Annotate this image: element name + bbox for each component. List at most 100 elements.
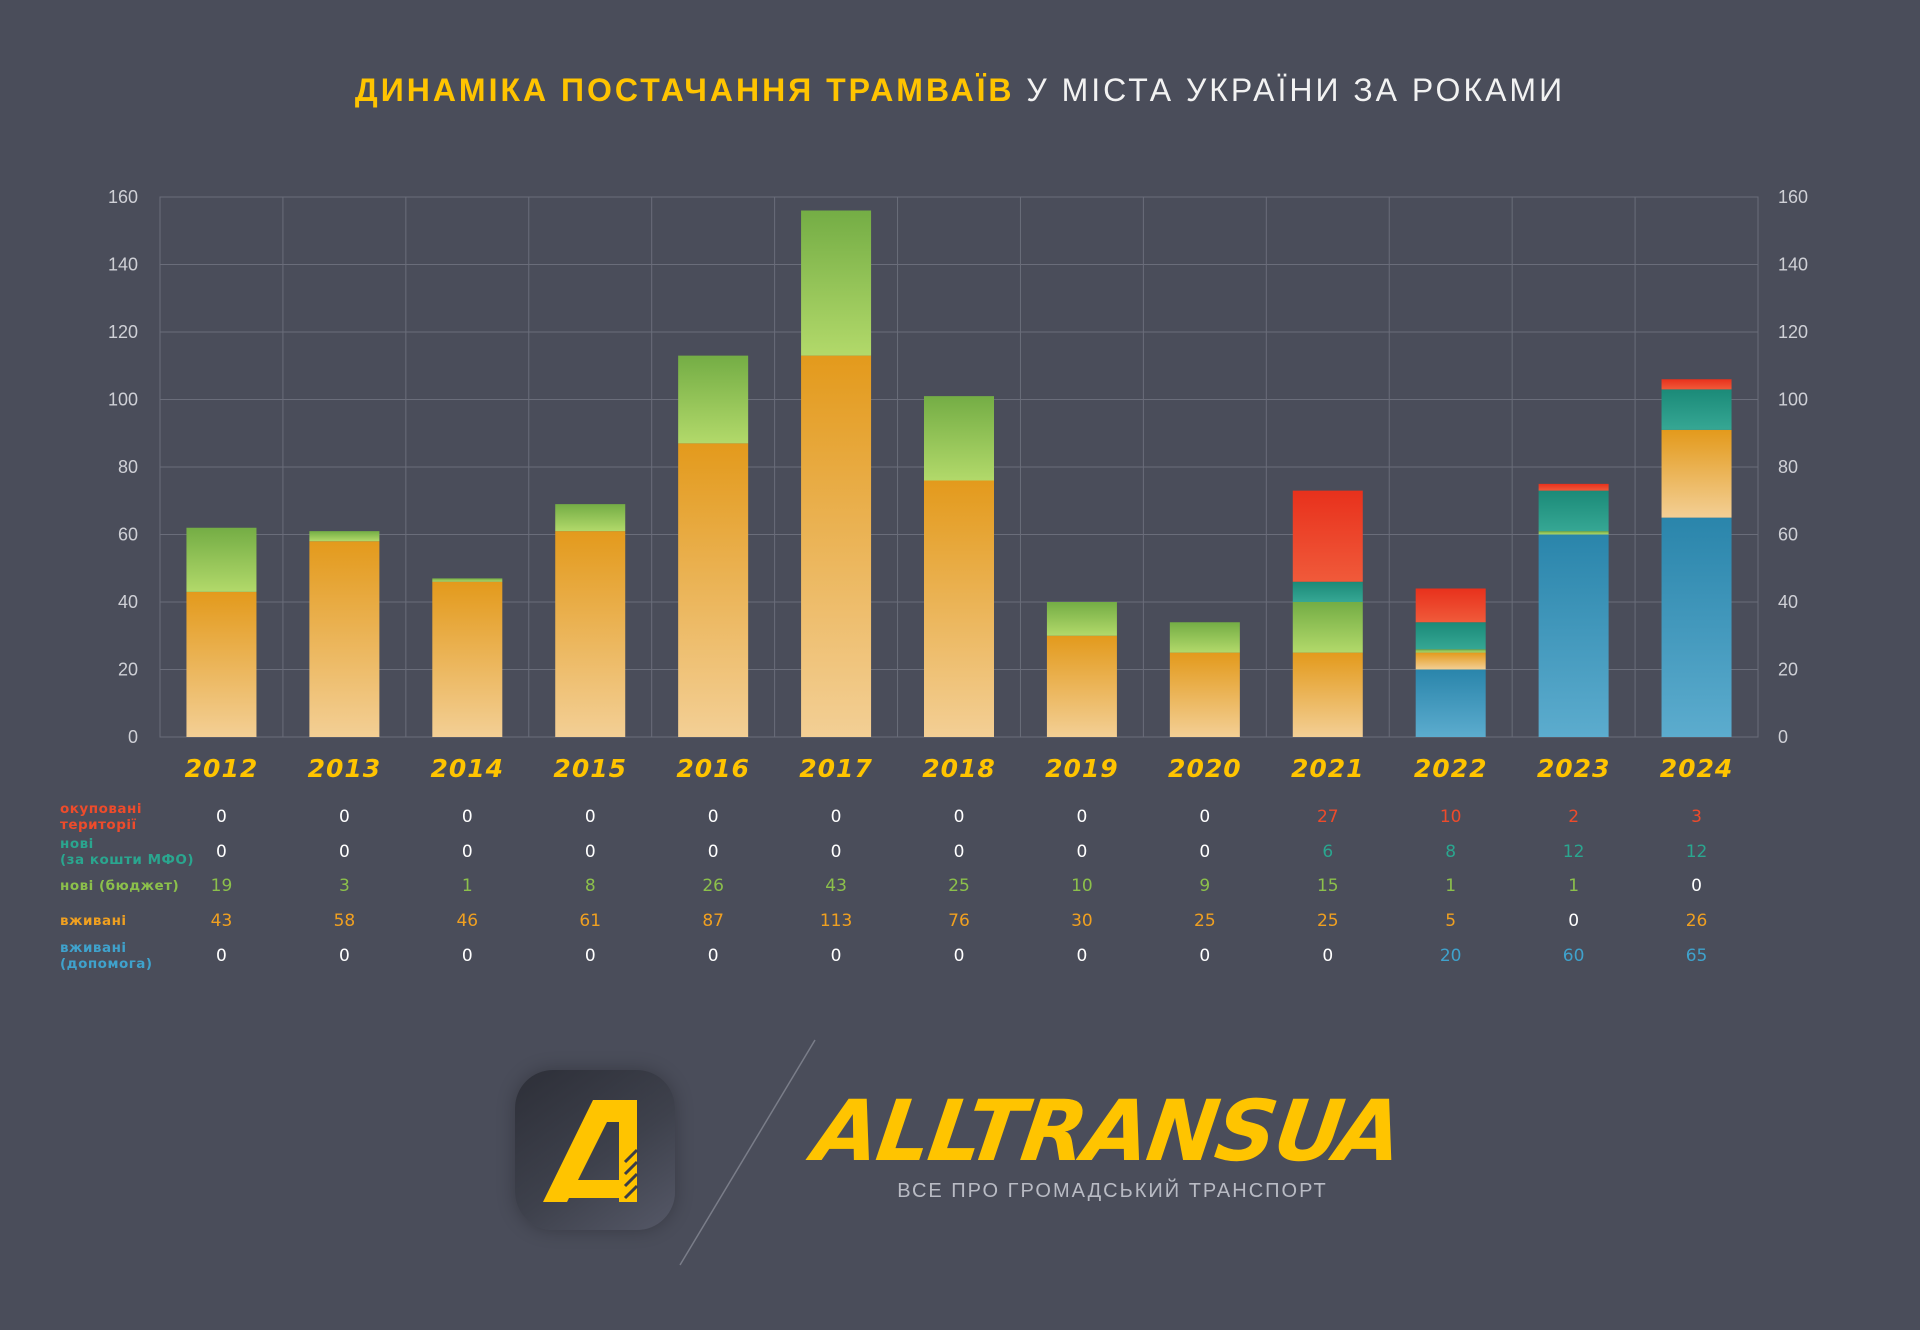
bar-occupied-2024 xyxy=(1661,379,1732,390)
y-tick-label-left: 80 xyxy=(118,457,138,477)
x-tick-label-2023: 2023 xyxy=(1537,754,1611,783)
bar-used-2013 xyxy=(309,541,380,737)
chart-title-highlight: ДИНАМІКА ПОСТАЧАННЯ ТРАМВАЇВ xyxy=(354,72,1015,108)
cell-new_budget-2016: 26 xyxy=(702,876,724,896)
cell-used_aid-2015: 0 xyxy=(585,946,596,966)
cell-new_budget-2020: 9 xyxy=(1199,876,1210,896)
cell-occupied-2021: 27 xyxy=(1317,807,1339,827)
cell-occupied-2015: 0 xyxy=(585,807,596,827)
cell-new_mfo-2019: 0 xyxy=(1077,842,1088,862)
row-label-occupied: окуповані xyxy=(60,801,142,817)
cell-new_budget-2015: 8 xyxy=(585,876,596,896)
bar-used_aid-2022 xyxy=(1415,669,1486,737)
y-tick-label-right: 160 xyxy=(1778,187,1808,207)
x-tick-label-2013: 2013 xyxy=(308,754,382,783)
bar-new_budget-2020 xyxy=(1169,622,1240,653)
bar-used-2015 xyxy=(555,531,626,737)
cell-new_mfo-2015: 0 xyxy=(585,842,596,862)
y-tick-label-left: 160 xyxy=(108,187,138,207)
y-tick-label-left: 0 xyxy=(128,727,138,747)
cell-occupied-2024: 3 xyxy=(1691,807,1702,827)
cell-used_aid-2022: 20 xyxy=(1440,946,1462,966)
cell-used-2019: 30 xyxy=(1071,911,1093,931)
cell-used_aid-2014: 0 xyxy=(462,946,473,966)
cell-used_aid-2018: 0 xyxy=(954,946,965,966)
bar-used-2014 xyxy=(432,581,503,737)
cell-occupied-2013: 0 xyxy=(339,807,350,827)
cell-used-2013: 58 xyxy=(334,911,356,931)
row-label-new_mfo: (за кошти МФО) xyxy=(60,852,194,868)
x-tick-label-2020: 2020 xyxy=(1168,754,1242,783)
cell-used-2014: 46 xyxy=(456,911,478,931)
cell-used_aid-2019: 0 xyxy=(1077,946,1088,966)
bar-new_budget-2016 xyxy=(678,355,749,444)
cell-used-2015: 61 xyxy=(579,911,601,931)
cell-new_mfo-2024: 12 xyxy=(1686,842,1708,862)
bar-used-2017 xyxy=(801,355,872,737)
cell-used_aid-2013: 0 xyxy=(339,946,350,966)
cell-new_budget-2024: 0 xyxy=(1691,876,1702,896)
x-tick-label-2016: 2016 xyxy=(676,754,750,783)
bar-used-2021 xyxy=(1292,652,1363,737)
cell-used-2022: 5 xyxy=(1445,911,1456,931)
bar-new_budget-2012 xyxy=(186,527,257,592)
bar-used-2022 xyxy=(1415,652,1486,670)
x-tick-label-2024: 2024 xyxy=(1660,754,1734,783)
cell-used-2020: 25 xyxy=(1194,911,1216,931)
row-label-new_budget: нові (бюджет) xyxy=(60,878,179,894)
brand-name: ALLTRANSUA xyxy=(808,1082,1408,1180)
cell-new_mfo-2022: 8 xyxy=(1445,842,1456,862)
bar-new_budget-2019 xyxy=(1046,602,1117,636)
x-tick-label-2017: 2017 xyxy=(799,754,873,783)
bar-new_budget-2022 xyxy=(1415,649,1486,653)
cell-used_aid-2016: 0 xyxy=(708,946,719,966)
cell-new_budget-2013: 3 xyxy=(339,876,350,896)
cell-new_budget-2014: 1 xyxy=(462,876,473,896)
y-tick-label-right: 140 xyxy=(1778,255,1808,275)
cell-used-2024: 26 xyxy=(1686,911,1708,931)
row-label-used_aid: (допомога) xyxy=(60,956,153,972)
cell-new_mfo-2018: 0 xyxy=(954,842,965,862)
x-tick-label-2015: 2015 xyxy=(553,754,627,783)
cell-used-2021: 25 xyxy=(1317,911,1339,931)
bar-new_mfo-2023 xyxy=(1538,490,1609,532)
bar-used-2019 xyxy=(1046,635,1117,737)
cell-occupied-2022: 10 xyxy=(1440,807,1462,827)
cell-new_budget-2019: 10 xyxy=(1071,876,1093,896)
bar-new_mfo-2024 xyxy=(1661,389,1732,430)
bar-used-2018 xyxy=(924,480,994,737)
cell-used-2018: 76 xyxy=(948,911,970,931)
cell-occupied-2023: 2 xyxy=(1568,807,1579,827)
logo-badge xyxy=(515,1070,675,1230)
y-tick-label-right: 40 xyxy=(1778,592,1798,612)
cell-occupied-2018: 0 xyxy=(954,807,965,827)
y-tick-label-left: 60 xyxy=(118,525,138,545)
bar-new_budget-2021 xyxy=(1292,602,1363,653)
cell-occupied-2017: 0 xyxy=(831,807,842,827)
cell-occupied-2016: 0 xyxy=(708,807,719,827)
cell-new_budget-2023: 1 xyxy=(1568,876,1579,896)
cell-used-2017: 113 xyxy=(820,911,852,931)
cell-new_budget-2018: 25 xyxy=(948,876,970,896)
cell-new_mfo-2020: 0 xyxy=(1199,842,1210,862)
row-label-occupied: території xyxy=(60,817,137,833)
y-tick-label-left: 100 xyxy=(108,390,138,410)
bar-used-2024 xyxy=(1661,429,1732,518)
y-tick-label-left: 120 xyxy=(108,322,138,342)
y-tick-label-right: 120 xyxy=(1778,322,1808,342)
bar-used-2020 xyxy=(1169,652,1240,737)
row-label-used: вживані xyxy=(60,913,127,929)
cell-used-2023: 0 xyxy=(1568,911,1579,931)
bar-occupied-2021 xyxy=(1292,490,1363,582)
bar-new_budget-2018 xyxy=(924,396,994,481)
cell-new_mfo-2023: 12 xyxy=(1563,842,1585,862)
cell-used_aid-2012: 0 xyxy=(216,946,227,966)
bar-new_mfo-2021 xyxy=(1292,581,1363,602)
y-tick-label-right: 80 xyxy=(1778,457,1798,477)
y-tick-label-right: 100 xyxy=(1778,390,1808,410)
row-label-used_aid: вживані xyxy=(60,940,127,956)
cell-used_aid-2021: 0 xyxy=(1322,946,1333,966)
bar-new_budget-2017 xyxy=(801,210,872,356)
